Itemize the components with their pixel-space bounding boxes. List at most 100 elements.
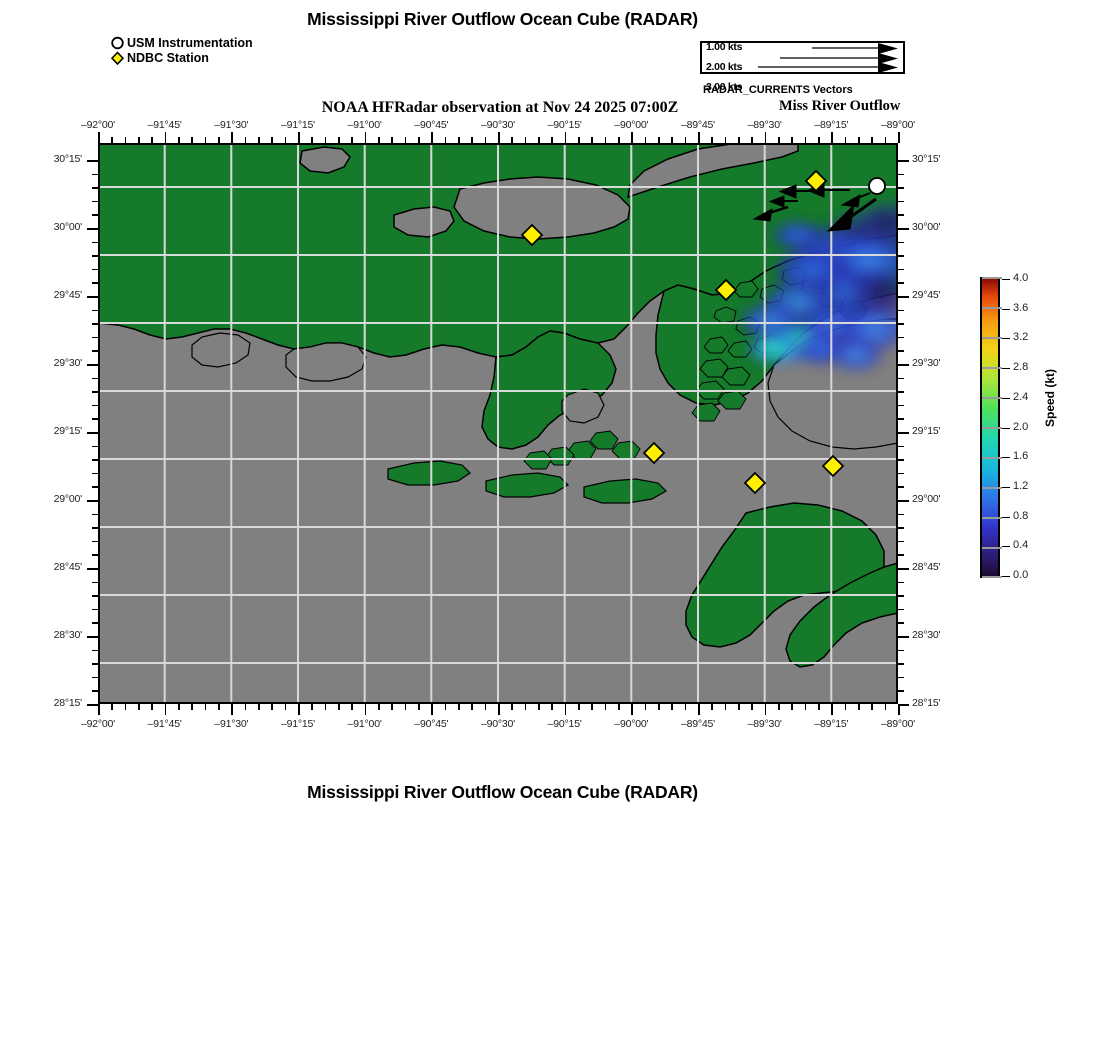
minor-tick	[471, 137, 473, 143]
minor-tick	[311, 704, 313, 710]
usm-instrumentation-marker[interactable]	[868, 177, 886, 195]
major-tick	[431, 132, 433, 143]
colorbar-tick	[1002, 279, 1010, 280]
x-axis-tick-label: –91°15'	[280, 718, 315, 730]
minor-tick	[92, 173, 98, 176]
x-axis-tick-label: –91°00'	[347, 119, 382, 131]
axis-ticks-top	[98, 131, 900, 143]
y-axis-tick-label: 28°45'	[53, 561, 83, 573]
minor-tick	[898, 649, 904, 652]
colorbar-segment-divider	[982, 307, 1002, 309]
minor-tick	[724, 137, 727, 143]
minor-tick	[471, 704, 473, 710]
x-axis-tick-label: –91°00'	[347, 718, 382, 730]
minor-tick	[111, 704, 113, 710]
ndbc-station-marker[interactable]	[804, 169, 828, 193]
major-tick	[764, 704, 767, 715]
minor-tick	[404, 137, 407, 143]
current-vector	[752, 205, 789, 222]
minor-tick	[284, 137, 287, 143]
minor-tick	[178, 704, 180, 710]
map-plot-area[interactable]	[98, 143, 898, 704]
major-tick	[898, 704, 909, 706]
minor-tick	[92, 377, 98, 380]
axis-ticks-left	[86, 143, 98, 706]
minor-tick	[778, 137, 780, 143]
y-axis-tick-label: 29°15'	[53, 425, 83, 437]
y-axis-tick-label: 30°15'	[53, 153, 83, 165]
major-tick	[898, 568, 909, 570]
x-axis-tick-label: –89°45'	[680, 119, 715, 131]
minor-tick	[351, 704, 353, 710]
axis-ticks-right	[898, 143, 910, 706]
minor-tick	[578, 704, 580, 710]
minor-tick	[858, 704, 860, 710]
minor-tick	[92, 459, 98, 461]
minor-tick	[444, 704, 447, 710]
major-tick	[631, 704, 633, 715]
ndbc-station-marker[interactable]	[642, 441, 666, 465]
minor-tick	[92, 282, 98, 284]
ndbc-station-marker[interactable]	[743, 471, 767, 495]
minor-tick	[844, 137, 847, 143]
land-delta-birdsfoot	[685, 502, 885, 648]
speed-cell-k	[826, 337, 886, 373]
x-axis-tick-label: –91°30'	[214, 718, 249, 730]
minor-tick	[898, 309, 904, 312]
minor-tick	[618, 137, 620, 143]
major-tick	[631, 132, 633, 143]
bottom-title: Mississippi River Outflow Ocean Cube (RA…	[307, 782, 698, 802]
minor-tick	[871, 137, 873, 143]
minor-tick	[898, 418, 904, 420]
x-axis-tick-label: –92°00'	[80, 119, 115, 131]
colorbar-title: Speed (kt)	[1043, 368, 1057, 427]
colorbar-tick	[1002, 397, 1010, 399]
major-tick	[898, 364, 909, 366]
ndbc-station-marker[interactable]	[821, 454, 845, 478]
minor-tick	[591, 137, 593, 143]
major-tick	[898, 636, 909, 638]
ndbc-station-marker[interactable]	[714, 278, 738, 302]
major-tick	[87, 228, 98, 230]
minor-tick	[284, 704, 287, 710]
current-vector	[778, 184, 816, 199]
station-markers	[520, 169, 886, 495]
minor-tick	[898, 214, 904, 216]
y-axis-tick-label: 29°00'	[912, 493, 941, 505]
minor-tick	[92, 200, 98, 203]
minor-tick	[111, 137, 113, 143]
vector-scale-row-2: 2.00 kts	[702, 53, 903, 73]
minor-tick	[898, 622, 904, 624]
minor-tick	[618, 704, 620, 710]
minor-tick	[751, 137, 753, 143]
minor-tick	[391, 704, 393, 710]
minor-tick	[858, 137, 860, 143]
minor-tick	[92, 690, 98, 692]
minor-tick	[711, 704, 713, 710]
minor-tick	[92, 608, 98, 611]
minor-tick	[898, 459, 904, 461]
minor-tick	[378, 704, 380, 710]
x-axis-tick-label: –90°45'	[414, 119, 449, 131]
y-axis-tick-label: 29°00'	[53, 493, 83, 505]
minor-tick	[898, 486, 904, 488]
minor-tick	[92, 309, 98, 312]
minor-tick	[204, 704, 207, 710]
x-axis-tick-label: –91°30'	[214, 119, 249, 131]
minor-tick	[92, 595, 98, 597]
minor-tick	[898, 268, 904, 271]
minor-tick	[92, 527, 98, 529]
major-tick	[564, 704, 567, 715]
minor-tick	[391, 137, 393, 143]
lake-borgne	[627, 143, 799, 199]
minor-tick	[92, 404, 98, 407]
major-tick	[87, 296, 98, 298]
minor-tick	[191, 704, 193, 710]
minor-tick	[92, 445, 98, 448]
minor-tick	[898, 527, 904, 529]
x-axis-tick-label: –89°15'	[814, 718, 849, 730]
colorbar-segment-divider	[982, 427, 1002, 429]
minor-tick	[378, 137, 380, 143]
minor-tick	[92, 649, 98, 652]
ndbc-station-marker[interactable]	[520, 223, 544, 247]
